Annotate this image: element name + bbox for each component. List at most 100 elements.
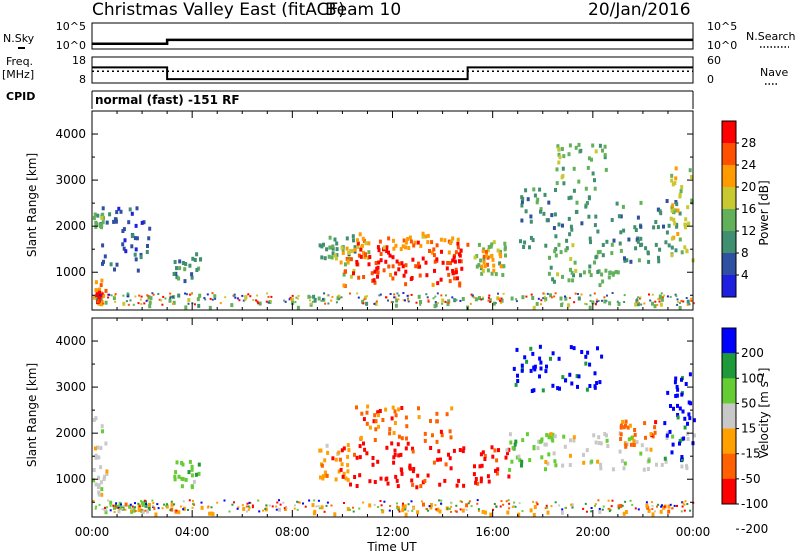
ground-scatter-cell [115, 506, 118, 509]
data-cell [401, 508, 405, 513]
data-cell [560, 303, 564, 307]
ground-scatter-cell [247, 508, 250, 511]
data-cell [529, 346, 533, 351]
data-cell [340, 448, 344, 453]
ground-scatter-cell [246, 510, 248, 513]
data-cell [435, 243, 439, 248]
ground-scatter-cell [543, 295, 546, 298]
data-cell [365, 410, 369, 415]
data-cell [374, 419, 378, 424]
data-cell [97, 483, 101, 488]
data-cell [692, 418, 696, 423]
ground-scatter-cell [447, 302, 450, 304]
data-cell [371, 462, 375, 467]
data-cell [646, 467, 650, 471]
freq-left-unit: [MHz] [2, 68, 34, 81]
data-cell [481, 249, 485, 254]
ground-scatter-cell [126, 292, 129, 295]
data-cell [603, 144, 607, 149]
data-cell [446, 261, 450, 265]
data-cell [659, 295, 663, 300]
data-cell [446, 302, 450, 307]
ground-scatter-cell [338, 298, 341, 301]
data-cell [453, 276, 457, 281]
data-cell [591, 300, 595, 305]
ground-scatter-cell [108, 293, 111, 296]
data-cell [453, 298, 457, 303]
ground-scatter-cell [137, 302, 140, 305]
data-cell [532, 513, 536, 517]
data-cell [585, 387, 589, 392]
ground-scatter-cell [681, 501, 684, 504]
data-cell [355, 405, 358, 410]
data-cell [678, 211, 682, 216]
x-axis-tick-labels: 00:00 04:00 08:00 12:00 16:00 20:00 00:00 [75, 525, 711, 539]
data-cell [105, 220, 109, 225]
data-cell [508, 432, 512, 437]
data-cell [486, 262, 489, 267]
data-cell [409, 277, 413, 281]
data-cell [412, 243, 416, 248]
data-cell [516, 379, 520, 383]
ground-scatter-cell [296, 508, 299, 511]
ground-scatter-cell [169, 297, 172, 300]
data-cell [376, 274, 379, 279]
data-cell [555, 167, 559, 172]
data-cell [587, 156, 591, 161]
data-cell [662, 505, 666, 510]
ground-scatter-cell [481, 298, 484, 301]
data-cell [187, 470, 191, 475]
ground-scatter-cell [352, 506, 354, 509]
data-cell [616, 270, 620, 275]
data-cell [624, 419, 628, 424]
data-cell [325, 473, 329, 478]
data-cell [479, 476, 483, 481]
data-cell [431, 433, 434, 438]
ground-scatter-cell [513, 501, 516, 504]
data-cell [532, 187, 536, 192]
data-cell [101, 212, 105, 217]
ground-scatter-cell [140, 303, 143, 305]
ground-scatter-cell [476, 499, 479, 502]
data-cell [601, 253, 605, 258]
data-cell [146, 509, 150, 514]
data-cell [653, 425, 657, 430]
data-cell [669, 216, 673, 221]
freq-line [92, 66, 693, 81]
data-cell [376, 245, 380, 250]
data-cell [317, 296, 321, 301]
data-cell [690, 200, 694, 205]
data-cell [679, 189, 683, 194]
data-cell [680, 377, 683, 382]
data-cell [635, 440, 639, 445]
data-cell [422, 502, 425, 507]
data-cell [635, 299, 639, 304]
data-cell [393, 448, 397, 453]
data-cell [123, 238, 127, 243]
data-cell [486, 248, 490, 253]
ground-scatter-cell [508, 507, 511, 510]
data-cell [346, 259, 350, 264]
data-cell [645, 447, 649, 452]
data-cell [337, 450, 341, 455]
data-cell [544, 243, 548, 248]
ground-scatter-cell [143, 302, 146, 305]
data-cell [523, 355, 527, 360]
data-cell [416, 240, 420, 245]
ground-scatter-cell [597, 300, 600, 302]
ground-scatter-cell [248, 501, 251, 504]
data-cell [401, 264, 405, 269]
data-cell [676, 413, 680, 417]
data-cell [426, 240, 430, 245]
data-cell [193, 258, 197, 262]
data-cell [474, 477, 478, 481]
ground-scatter-cell [234, 296, 237, 299]
ground-scatter-cell [459, 508, 462, 511]
velocity-colorbar-title: Velocity [m s-1] [757, 368, 771, 459]
ground-scatter-cell [114, 293, 117, 296]
data-cell [529, 219, 533, 224]
data-cell [627, 437, 631, 442]
data-cell [617, 214, 621, 219]
data-cell [668, 429, 672, 434]
ground-scatter-cell [398, 510, 401, 513]
